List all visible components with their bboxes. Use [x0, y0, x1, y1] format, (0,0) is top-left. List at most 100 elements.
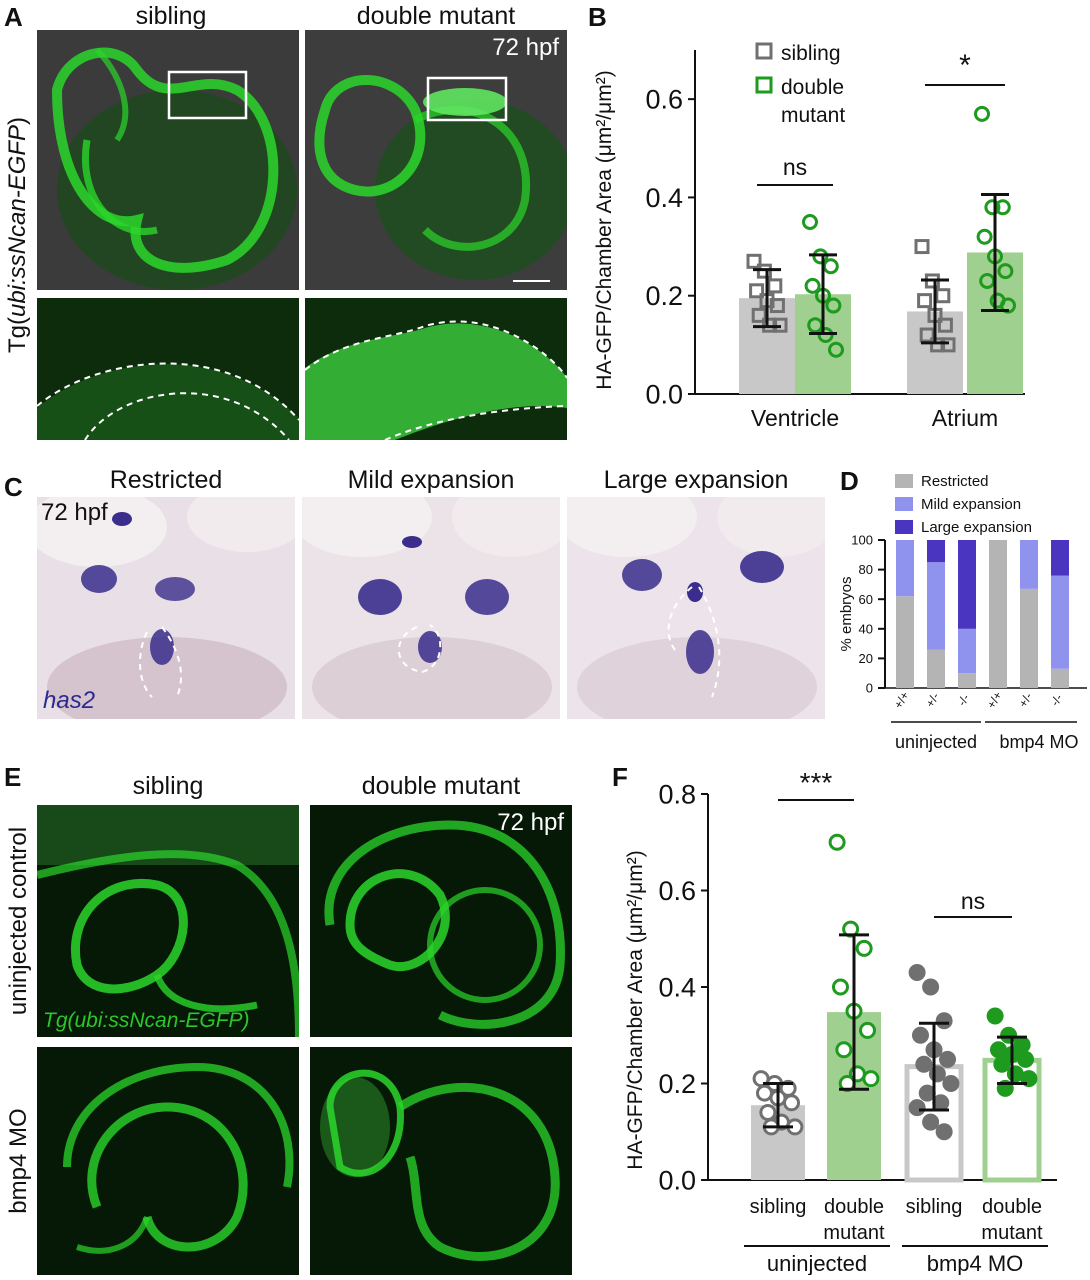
chart-f-point — [915, 1055, 933, 1073]
chart-d-y-tick-label: 100 — [851, 533, 873, 548]
chart-b-significance-label: ns — [783, 154, 807, 180]
chart-d-legend-swatch — [895, 497, 913, 511]
chart-b-legend-label-mutant: mutant — [781, 104, 845, 127]
chart-d-bar-segment — [896, 596, 914, 688]
chart-f-point — [922, 1113, 940, 1131]
chart-b-y-tick-label: 0.6 — [645, 85, 683, 115]
chart-f-point — [855, 939, 873, 957]
gfp-image-e3 — [37, 1047, 299, 1275]
panel-e-image-sibling-bmp4 — [37, 1047, 299, 1275]
chart-f-point — [835, 1041, 853, 1059]
zoom-image-sibling — [37, 298, 299, 440]
gfp-heart-double-mutant — [305, 30, 567, 290]
chart-b-y-tick-label: 0.2 — [645, 281, 683, 311]
panel-c-image-restricted: 72 hpf has2 — [37, 497, 295, 719]
chart-f-point — [859, 1021, 877, 1039]
chart-b-point — [940, 337, 956, 353]
transgene-label-e: Tg(ubi:ssNcan-EGFP) — [43, 1009, 250, 1032]
chart-f-category-label: double — [824, 1196, 884, 1218]
chart-f-point — [1017, 1050, 1035, 1068]
chart-b-point — [746, 253, 762, 269]
chart-d-category-label: -/- — [1048, 692, 1066, 709]
chart-f-group-label: uninjected — [767, 1251, 867, 1275]
panel-a-title-double-mutant: double mutant — [356, 2, 516, 30]
chart-f-point — [755, 1084, 773, 1102]
chart-d-group-label: bmp4 MO — [999, 732, 1078, 752]
side-label-italic: ubi:ssNcan-EGFP — [4, 124, 31, 318]
chart-b-y-axis-title: HA-GFP/Chamber Area (μm²/μm²) — [593, 70, 616, 389]
chart-d-bar-segment — [958, 673, 976, 688]
chart-d-category-label: +/- — [1016, 690, 1035, 709]
chart-b-category-label: Atrium — [932, 405, 998, 431]
chart-d-group-label: uninjected — [895, 732, 977, 752]
chart-b-point — [804, 277, 821, 294]
chart-d-bar-segment — [927, 562, 945, 650]
chart-b-point — [751, 307, 767, 323]
chart-b-point — [769, 298, 785, 314]
gfp-image-e2 — [310, 805, 572, 1037]
gfp-heart-sibling — [37, 30, 299, 290]
chart-f-point — [935, 1123, 953, 1141]
chart-f-point — [908, 964, 926, 982]
chart-b-point — [997, 263, 1014, 280]
side-label-suffix: ) — [4, 116, 31, 125]
chart-f-point — [986, 1007, 1004, 1025]
panel-label-a: A — [4, 2, 23, 32]
chart-f-point — [862, 1070, 880, 1088]
chart-d-legend-swatch — [895, 520, 913, 534]
chart-f-point — [918, 1084, 936, 1102]
chart-f-point — [935, 1012, 953, 1030]
chart-b-point — [976, 228, 993, 245]
chart-b-legend-label-double: double — [781, 76, 844, 99]
chart-d-bar-segment — [927, 540, 945, 563]
chart-d-legend-label: Restricted — [921, 473, 989, 490]
chart-f-y-tick-label: 0.8 — [658, 779, 696, 809]
chart-f-significance-label: ns — [961, 888, 985, 914]
chart-d-bar-segment — [1051, 540, 1069, 576]
row-label-uninjected-text: uninjected control — [5, 826, 32, 1016]
chart-b-y-tick-label: 0.4 — [645, 183, 683, 213]
chart-f-point — [932, 1094, 950, 1112]
chart-d-category-label: +/+ — [891, 689, 912, 711]
panel-e-row-label-bmp4: bmp4 MO — [2, 1047, 36, 1275]
side-label-prefix: Tg( — [4, 317, 31, 354]
chart-f-point — [831, 978, 849, 996]
chart-f-group-label: bmp4 MO — [927, 1251, 1024, 1275]
panel-c-title-large: Large expansion — [603, 466, 789, 494]
chart-b-legend-marker-double-mutant — [755, 76, 773, 94]
chart-d-category-label: +/+ — [984, 689, 1005, 711]
panel-label-e: E — [4, 762, 22, 792]
chart-b-point — [1000, 297, 1016, 314]
chart-d-bar-segment — [1051, 575, 1069, 669]
chart-f-category-label: sibling — [906, 1196, 963, 1218]
panel-c-image-large — [567, 497, 825, 719]
chart-f-point — [828, 833, 846, 851]
panel-label-b: B — [588, 2, 607, 32]
gfp-image-e4 — [310, 1047, 572, 1275]
ish-image-large — [567, 497, 825, 719]
chart-d-category-label: -/- — [955, 692, 973, 709]
panel-c-title-restricted: Restricted — [109, 466, 223, 494]
panel-a-zoom-sibling — [37, 298, 299, 440]
stage-label-e: 72 hpf — [497, 809, 564, 836]
panel-label-c: C — [4, 472, 23, 502]
chart-f-point — [922, 978, 940, 996]
chart-b-point — [935, 288, 951, 304]
panel-e-image-mutant-bmp4 — [310, 1047, 572, 1275]
gene-label-has2: has2 — [43, 687, 96, 714]
ish-image-restricted — [37, 497, 295, 719]
chart-b-legend-marker-sibling — [755, 42, 773, 60]
chart-b-point — [984, 199, 1001, 216]
chart-f-category-label: mutant — [823, 1222, 885, 1244]
chart-d-bar-segment — [896, 540, 914, 597]
panel-label-f: F — [612, 762, 628, 792]
chart-f-point — [1006, 1065, 1024, 1083]
chart-f-category-label: sibling — [750, 1196, 807, 1218]
chart-f-y-tick-label: 0.6 — [658, 876, 696, 906]
zoom-image-double-mutant — [305, 298, 567, 440]
chart-d-bar-segment — [958, 540, 976, 629]
chart-f-point — [989, 1041, 1007, 1059]
panel-label-d: D — [840, 466, 859, 496]
gfp-image-e1 — [37, 805, 299, 1037]
panel-a-image-sibling — [37, 30, 299, 290]
